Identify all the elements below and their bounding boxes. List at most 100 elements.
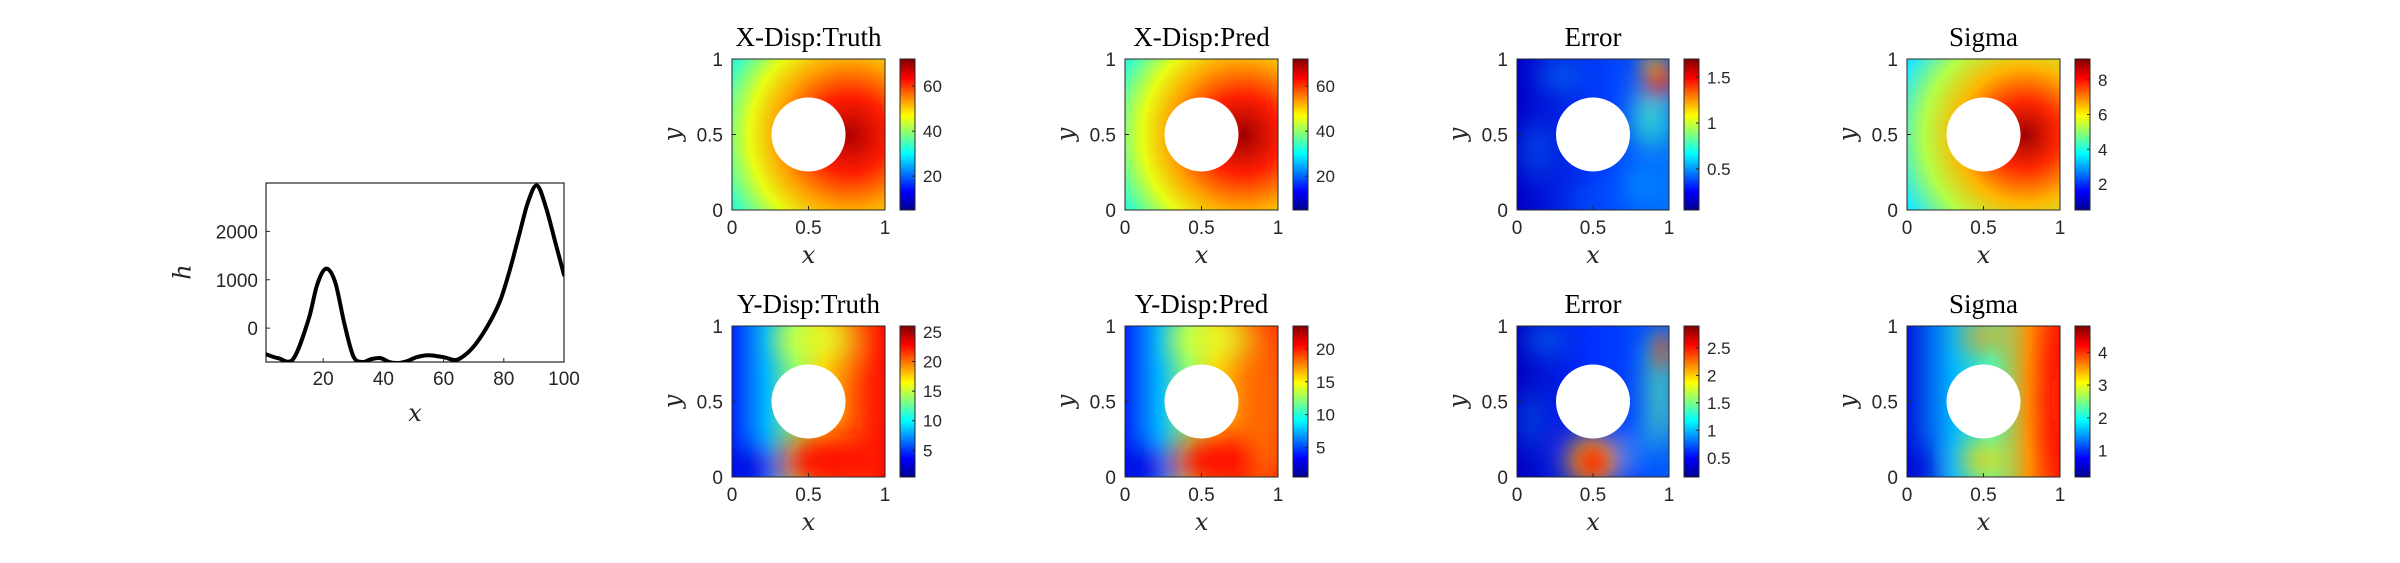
line-y-tick-label: 1000 (216, 271, 258, 292)
colorbar-tick-label: 60 (1316, 77, 1335, 96)
heatmap-y-tick-label: 0 (1105, 468, 1116, 489)
colorbar-tick-label: 20 (1316, 167, 1335, 186)
heatmap-y-tick-label: 1 (712, 50, 723, 71)
heatmap-x-tick-label: 0.5 (1970, 485, 1996, 506)
heatmap-title: X-Disp:Pred (1133, 22, 1270, 52)
colorbar-tick-label: 6 (2098, 106, 2107, 125)
heatmap-y-label: y (1834, 394, 1862, 409)
colorbar-tick-label: 10 (923, 412, 942, 431)
colorbar (1292, 58, 1309, 211)
colorbar-tick-label: 20 (1316, 340, 1335, 359)
heatmap-axes-8: Sigma 0 0.5 1 0 0.5 1 x y 1 2 3 4 (1834, 289, 2108, 536)
heatmap-title: Error (1565, 22, 1622, 52)
line-y-tick-label: 0 (247, 319, 258, 340)
heatmap-x-tick-label: 0 (727, 218, 738, 239)
line-plot-panel: 20 40 60 80 100 0 1000 2000 x h (169, 182, 580, 427)
line-plot-frame (265, 182, 565, 363)
line-x-tick-label: 80 (493, 369, 514, 390)
heatmap-y-tick-label: 0.5 (1872, 393, 1898, 414)
heatmap-y-tick-label: 0 (1887, 201, 1898, 222)
heatmap-x-tick-label: 0.5 (1970, 218, 1996, 239)
heatmap-x-tick-label: 1 (2055, 218, 2066, 239)
colorbar-tick-label: 0.5 (1707, 160, 1731, 179)
line-series-h (266, 183, 564, 362)
heatmap-x-tick-label: 0 (1512, 218, 1523, 239)
heatmap-x-tick-label: 0.5 (1188, 485, 1214, 506)
heatmap-x-label: x (802, 508, 816, 536)
colorbar-tick-label: 25 (923, 323, 942, 342)
colorbar-tick-label: 1 (1707, 114, 1716, 133)
colorbar-tick-label: 2.5 (1707, 339, 1731, 358)
heatmap-x-tick-label: 1 (1273, 485, 1284, 506)
heatmap-y-tick-label: 0 (712, 201, 723, 222)
heatmap-y-tick-label: 1 (712, 317, 723, 338)
heatmap-y-tick-label: 1 (1887, 317, 1898, 338)
heatmap-hole (1164, 364, 1239, 439)
heatmap-hole (1556, 364, 1630, 439)
colorbar (2074, 58, 2091, 211)
line-y-tick-label: 2000 (216, 222, 258, 243)
colorbar-tick-label: 1.5 (1707, 68, 1731, 87)
heatmap-panel-y-sigma (1907, 326, 2060, 477)
heatmap-hole (1946, 364, 2021, 439)
colorbar-tick-label: 60 (923, 77, 942, 96)
colorbar-tick-label: 3 (2098, 376, 2107, 395)
colorbar-tick-label: 1 (2098, 442, 2107, 461)
heatmap-title: X-Disp:Truth (735, 22, 882, 52)
heatmap-hole (771, 97, 846, 172)
line-plot-x-label: x (408, 399, 422, 427)
line-x-tick-label: 20 (313, 369, 334, 390)
heatmap-y-label: y (1834, 127, 1862, 142)
heatmap-y-tick-label: 0.5 (697, 126, 723, 147)
heatmap-axes-2: X-Disp:Pred 0 0.5 1 0 0.5 1 x y 20 40 60 (1052, 22, 1335, 269)
heatmap-y-label: y (659, 127, 687, 142)
colorbar (2074, 325, 2091, 478)
line-x-tick-label: 40 (373, 369, 394, 390)
colorbar (899, 325, 916, 478)
heatmap-y-label: y (1052, 394, 1080, 409)
heatmap-x-tick-label: 0.5 (795, 485, 821, 506)
heatmap-x-label: x (1586, 241, 1600, 269)
colorbar (899, 58, 916, 211)
heatmap-x-tick-label: 1 (880, 218, 891, 239)
heatmap-x-tick-label: 0 (727, 485, 738, 506)
heatmap-x-tick-label: 0 (1120, 485, 1131, 506)
colorbar-tick-label: 20 (923, 167, 942, 186)
heatmap-y-label: y (1444, 394, 1472, 409)
heatmap-y-tick-label: 1 (1497, 50, 1508, 71)
heatmap-title: Error (1565, 289, 1622, 319)
heatmap-y-tick-label: 0.5 (1090, 126, 1116, 147)
colorbar (1292, 325, 1309, 478)
line-plot-x-ticks: 20 40 60 80 100 (313, 358, 580, 390)
heatmap-x-tick-label: 1 (1273, 218, 1284, 239)
heatmap-axes-7: Error 0 0.5 1 0 0.5 1 x y 0.5 1 1.5 2 2.5 (1444, 289, 1731, 536)
colorbar-tick-label: 4 (2098, 140, 2107, 159)
heatmap-x-tick-label: 1 (2055, 485, 2066, 506)
heatmap-y-tick-label: 0 (712, 468, 723, 489)
heatmap-y-tick-label: 0 (1497, 201, 1508, 222)
colorbar (1683, 325, 1700, 478)
heatmap-hole (1556, 97, 1630, 172)
heatmap-y-tick-label: 0 (1887, 468, 1898, 489)
heatmap-x-tick-label: 0.5 (1580, 218, 1606, 239)
colorbar-tick-label: 4 (2098, 343, 2107, 362)
heatmap-y-tick-label: 1 (1497, 317, 1508, 338)
colorbar-tick-label: 5 (1316, 438, 1325, 457)
heatmap-title: Y-Disp:Truth (737, 289, 881, 319)
heatmap-title: Sigma (1949, 289, 2018, 319)
heatmap-y-tick-label: 1 (1105, 50, 1116, 71)
heatmap-x-tick-label: 1 (1664, 218, 1675, 239)
heatmap-x-tick-label: 1 (1664, 485, 1675, 506)
heatmap-y-tick-label: 0.5 (697, 393, 723, 414)
colorbar-tick-label: 10 (1316, 406, 1335, 425)
colorbar-tick-label: 1 (1707, 421, 1716, 440)
heatmap-y-tick-label: 1 (1887, 50, 1898, 71)
colorbar-tick-label: 5 (923, 441, 932, 460)
heatmap-x-label: x (802, 241, 816, 269)
heatmap-y-tick-label: 0.5 (1090, 393, 1116, 414)
heatmap-title: Y-Disp:Pred (1135, 289, 1269, 319)
heatmap-x-label: x (1977, 241, 1991, 269)
heatmap-x-label: x (1586, 508, 1600, 536)
